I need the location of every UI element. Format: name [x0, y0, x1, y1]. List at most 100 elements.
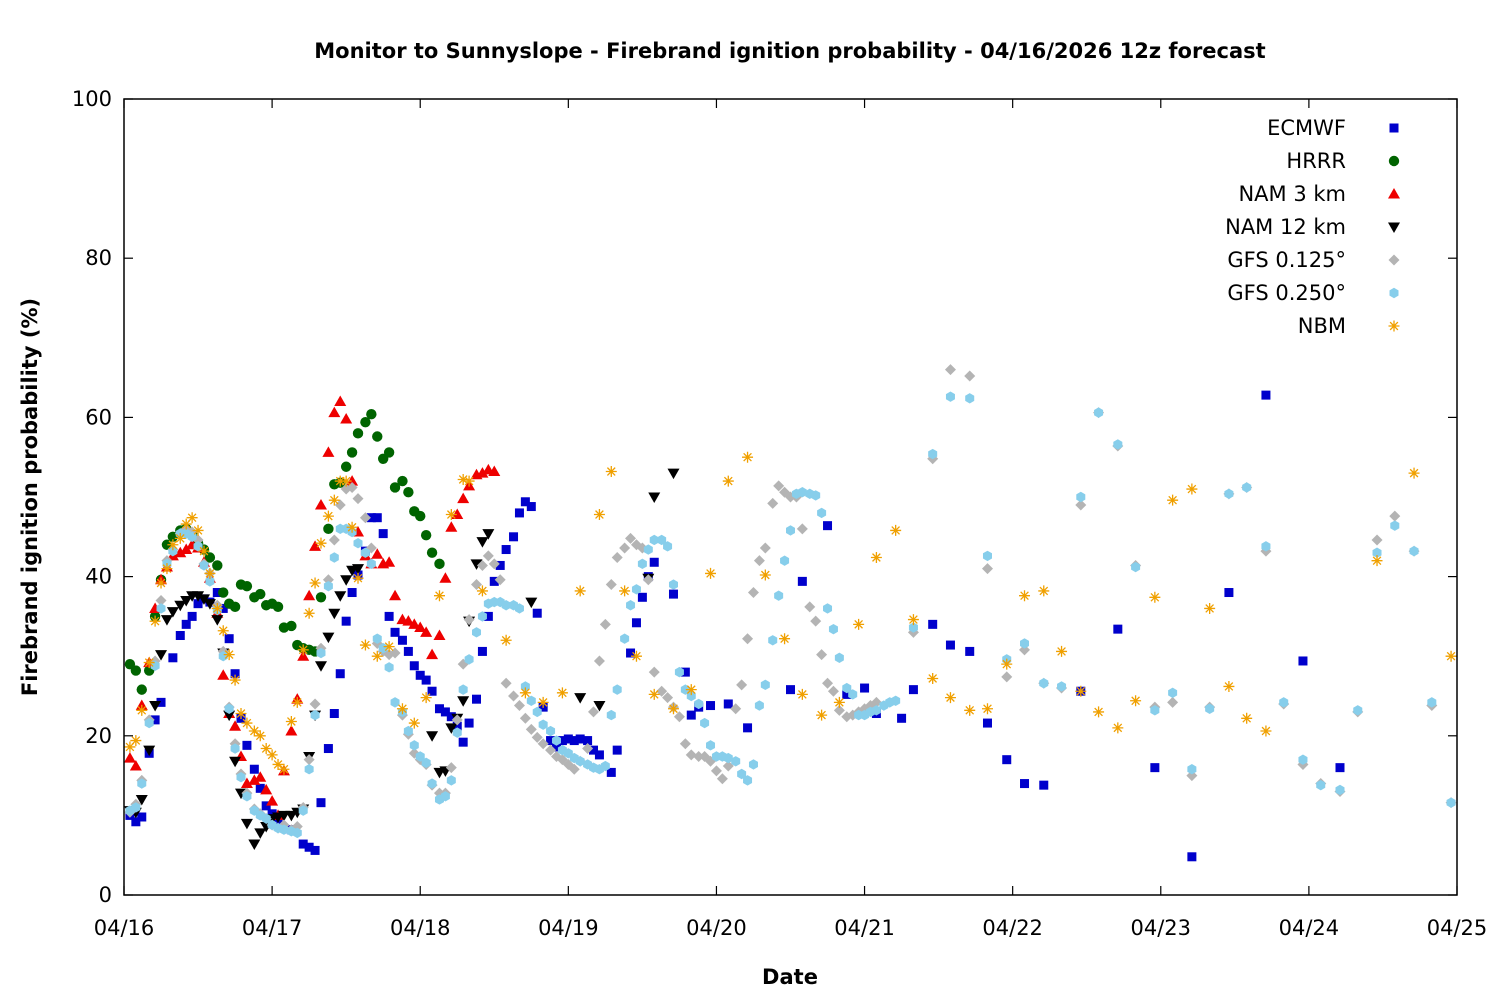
data-point	[136, 704, 148, 716]
data-point	[556, 687, 568, 699]
data-point	[291, 696, 303, 708]
data-point	[397, 635, 407, 645]
data-point	[408, 618, 421, 629]
data-point	[737, 768, 747, 780]
data-point	[860, 683, 870, 693]
data-point	[537, 696, 549, 708]
data-point	[1408, 467, 1420, 479]
data-point	[501, 600, 511, 611]
data-point	[389, 589, 402, 601]
data-point	[1371, 555, 1383, 567]
legend-marker	[1388, 320, 1400, 332]
data-point	[366, 513, 376, 523]
data-point	[495, 560, 505, 570]
data-point	[445, 509, 457, 521]
data-point	[1020, 638, 1030, 649]
data-point	[366, 409, 377, 420]
data-point	[1076, 491, 1086, 503]
data-point	[786, 525, 795, 536]
data-point	[637, 558, 647, 570]
data-point	[774, 590, 784, 601]
data-point	[1094, 407, 1104, 418]
data-point	[322, 574, 334, 586]
data-point	[768, 635, 778, 646]
data-point	[779, 633, 791, 645]
data-point	[458, 684, 468, 695]
data-point	[1446, 797, 1456, 808]
data-point	[420, 626, 433, 637]
data-point	[606, 709, 616, 721]
data-point	[531, 731, 543, 743]
data-point	[323, 523, 334, 535]
x-tick-label: 04/19	[538, 916, 599, 940]
data-point	[648, 688, 660, 700]
data-point	[546, 736, 556, 746]
data-point	[303, 754, 315, 766]
data-point	[743, 723, 753, 733]
data-point	[944, 692, 956, 704]
y-tick-label: 80	[85, 246, 112, 270]
data-point	[525, 597, 538, 609]
data-point	[827, 685, 839, 697]
data-point	[322, 510, 334, 522]
x-tick-label: 04/17	[242, 916, 303, 940]
data-point	[372, 633, 382, 644]
data-point	[260, 783, 273, 795]
data-point	[211, 615, 224, 626]
data-point	[612, 684, 622, 695]
legend-marker	[1388, 155, 1400, 167]
data-point	[722, 475, 734, 487]
data-point	[1019, 644, 1031, 656]
data-point	[420, 530, 432, 541]
data-point	[218, 651, 228, 662]
data-point	[352, 428, 364, 439]
data-point	[1150, 763, 1160, 773]
data-point	[248, 774, 261, 785]
data-point	[575, 756, 585, 767]
legend-label: NAM 12 km	[1225, 215, 1346, 239]
data-point	[786, 685, 795, 695]
data-point	[667, 468, 680, 480]
x-tick-label: 04/20	[686, 916, 747, 940]
data-point	[760, 679, 770, 691]
data-point	[611, 551, 623, 563]
data-point	[500, 634, 512, 646]
data-point	[706, 701, 716, 711]
legend: ECMWF HRRR NAM 3 km NAM 12 km GFS 0.125° GFS …	[1225, 116, 1400, 338]
data-point	[309, 698, 321, 710]
data-point	[1204, 602, 1216, 614]
data-point	[674, 666, 684, 678]
data-point	[198, 545, 210, 557]
data-point	[156, 697, 166, 707]
data-point	[928, 619, 938, 629]
data-point	[848, 689, 858, 700]
data-point	[180, 543, 193, 555]
legend-label: ECMWF	[1267, 116, 1346, 140]
data-point	[241, 580, 253, 592]
y-tick-label: 60	[85, 405, 112, 429]
x-tick-label: 04/23	[1131, 916, 1192, 940]
data-point	[1427, 697, 1437, 708]
data-point	[329, 709, 339, 719]
data-point	[767, 497, 779, 509]
data-point	[451, 508, 464, 520]
chart-title: Monitor to Sunnyslope - Firebrand igniti…	[314, 39, 1265, 63]
data-point	[773, 480, 785, 492]
data-point	[514, 508, 524, 518]
data-point	[513, 700, 525, 712]
x-tick-label: 04/18	[390, 916, 451, 940]
data-point	[686, 690, 696, 702]
data-point	[657, 534, 667, 546]
data-point	[371, 548, 384, 559]
y-tick-labels: 0 20 40 60 80 100	[72, 87, 112, 907]
data-point	[383, 641, 395, 653]
data-point	[759, 569, 771, 581]
data-point	[328, 534, 340, 546]
data-point	[870, 696, 882, 708]
data-point	[360, 547, 370, 558]
data-point	[982, 550, 992, 562]
data-point	[619, 542, 631, 554]
data-point	[174, 546, 187, 558]
data-point	[1335, 763, 1345, 773]
data-point	[242, 740, 252, 750]
